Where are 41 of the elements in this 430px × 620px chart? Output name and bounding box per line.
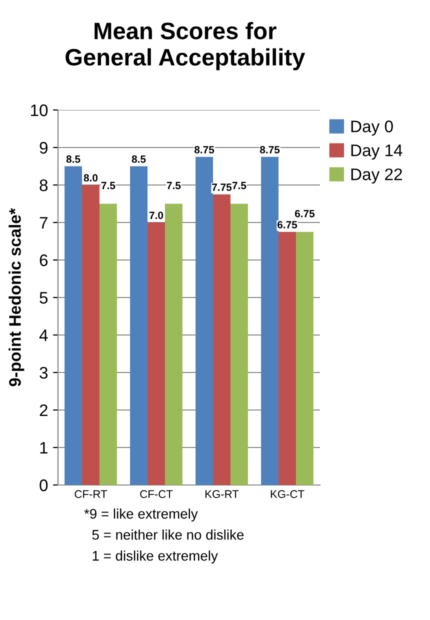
y-tick-label: 8 — [40, 179, 48, 192]
data-label: 7.75 — [212, 184, 232, 191]
legend-label: Day 22 — [351, 168, 402, 184]
data-label: 8.75 — [194, 146, 214, 154]
bar — [99, 204, 117, 485]
legend-label: Day 0 — [351, 120, 393, 136]
x-tick-label: CF-RT — [74, 490, 108, 498]
y-tick-label: 10 — [31, 104, 48, 116]
x-tick-label: KG-RT — [205, 490, 239, 498]
data-label: 7.5 — [166, 182, 181, 190]
y-tick-label: 6 — [40, 254, 48, 266]
text: 5 = neither like no dislike — [92, 530, 244, 540]
data-label: 6.75 — [294, 210, 315, 218]
x-tick-label: CF-CT — [140, 490, 173, 498]
y-tick-label: 3 — [40, 366, 48, 379]
data-label: 7.5 — [232, 182, 246, 190]
data-label: 8.75 — [260, 146, 280, 154]
data-label: 7.5 — [101, 182, 116, 190]
y-tick-label: 7 — [40, 217, 48, 229]
bar — [261, 156, 279, 485]
bar — [296, 232, 314, 485]
text: 1 = dislike extremely — [92, 550, 218, 564]
y-axis-title: 9-point Hedonic scale* — [8, 208, 24, 386]
data-label: 7.0 — [149, 212, 164, 220]
data-label: 8.5 — [66, 155, 80, 163]
chart-title: Mean Scores for General Acceptability — [66, 22, 306, 70]
legend-label: Day 14 — [351, 144, 402, 160]
y-tick-label: 9 — [40, 142, 48, 154]
data-label: 8.5 — [132, 155, 146, 163]
data-label: 8.0 — [84, 174, 98, 182]
bar — [196, 156, 214, 485]
y-tick-label: 4 — [39, 330, 48, 342]
y-tick-label: 2 — [40, 404, 48, 416]
y-tick-label: 1 — [40, 442, 48, 454]
text: *9 = like extremely — [84, 508, 198, 522]
y-tick-label: 0 — [40, 479, 48, 492]
bar — [164, 204, 182, 485]
data-label: 6.75 — [277, 221, 298, 228]
x-tick-label: KG-CT — [270, 490, 304, 498]
bar — [230, 204, 248, 485]
y-tick-label: 5 — [40, 292, 48, 304]
